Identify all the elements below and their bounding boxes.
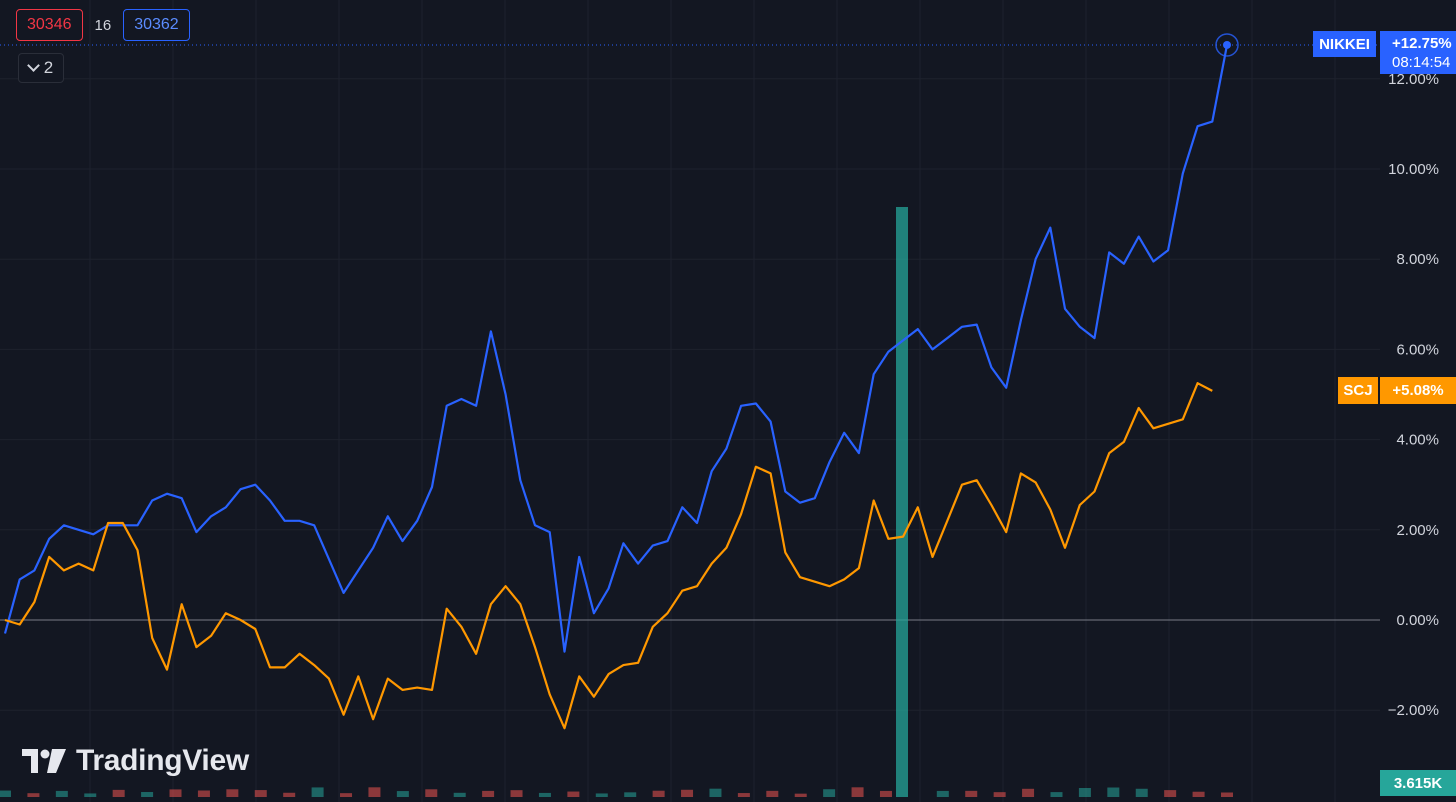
volume-bar [425, 789, 438, 797]
volume-bar [254, 790, 267, 797]
spread-value: 16 [94, 16, 112, 34]
volume-bar [538, 792, 551, 797]
volume-bar [879, 790, 892, 797]
volume-bar [936, 790, 949, 797]
volume-bar [453, 792, 466, 797]
volume-bar [595, 793, 608, 797]
volume-bar [624, 792, 637, 797]
collapse-count: 2 [43, 58, 54, 77]
volume-bar [823, 789, 836, 797]
volume-bar [1107, 787, 1120, 797]
y-tick-label: 0.00% [1396, 612, 1439, 629]
series-line-scj[interactable] [4, 382, 1213, 730]
y-tick-label: 8.00% [1396, 251, 1439, 268]
volume-bar [169, 789, 182, 797]
volume-bar [0, 790, 11, 797]
volume-bar [283, 792, 296, 797]
volume-bars [0, 207, 1233, 797]
buy-price-button[interactable]: 30362 [123, 9, 190, 41]
tradingview-icon [22, 749, 66, 773]
volume-bar [1164, 790, 1177, 797]
nikkei-countdown: 08:14:54 [1392, 53, 1451, 71]
volume-bar [55, 790, 68, 797]
volume-bar [368, 787, 381, 797]
volume-bar [141, 792, 154, 797]
volume-bar [1050, 792, 1063, 797]
y-tick-label: 6.00% [1396, 341, 1439, 358]
scj-change-tag: +5.08% [1380, 377, 1456, 404]
nikkei-change-value: +12.75% [1392, 34, 1452, 52]
y-axis-ticks: 12.00% 10.00% 8.00% 6.00% 4.00% 2.00% 0.00% −2.… [1388, 71, 1439, 719]
volume-bar [112, 789, 125, 797]
nikkei-change-tag: +12.75% 08:14:54 [1380, 31, 1456, 74]
volume-bar [482, 790, 495, 797]
series-line-nikkei[interactable] [3, 44, 1229, 653]
volume-bar [340, 793, 353, 797]
volume-bar [510, 790, 523, 797]
volume-bar [27, 793, 40, 797]
y-tick-label: 2.00% [1396, 522, 1439, 539]
volume-bar [226, 789, 239, 797]
tradingview-logo[interactable]: TradingView [22, 744, 249, 778]
volume-bar [1192, 791, 1205, 797]
scj-name-tag: SCJ [1338, 377, 1378, 404]
y-tick-label: 4.00% [1396, 432, 1439, 449]
volume-bar [709, 788, 722, 797]
y-tick-label: 10.00% [1388, 161, 1439, 178]
nikkei-last-point [1223, 40, 1231, 49]
chevron-down-icon [26, 59, 40, 72]
series-lines [3, 33, 1239, 730]
volume-bar [311, 787, 324, 797]
volume-bar [1078, 787, 1091, 797]
volume-bar [794, 793, 807, 797]
volume-bar [396, 791, 409, 797]
volume-bar [965, 790, 978, 797]
volume-bar [567, 791, 580, 797]
volume-bar [197, 790, 210, 797]
volume-bar [1221, 792, 1233, 797]
volume-bar [1022, 788, 1035, 797]
volume-bar [851, 787, 864, 797]
volume-value-tag: 3.615K [1380, 770, 1456, 796]
volume-bar [1135, 788, 1148, 797]
volume-bar [766, 790, 779, 797]
volume-bar [681, 789, 694, 797]
collapse-indicators-button[interactable]: 2 [18, 53, 64, 83]
volume-bar [993, 792, 1006, 797]
y-tick-label: −2.00% [1388, 702, 1439, 719]
sell-price-button[interactable]: 30346 [16, 9, 83, 41]
volume-bar [737, 793, 750, 797]
volume-bar [896, 207, 908, 797]
price-badges: 30346 16 30362 [16, 9, 190, 41]
logo-text: TradingView [76, 744, 249, 777]
volume-bar [84, 793, 97, 797]
y-tick-label: 12.00% [1388, 71, 1439, 88]
nikkei-name-tag: NIKKEI [1313, 31, 1376, 57]
grid [0, 0, 1380, 802]
volume-bar [652, 790, 665, 797]
nikkei-last-point-ring [1215, 33, 1239, 57]
